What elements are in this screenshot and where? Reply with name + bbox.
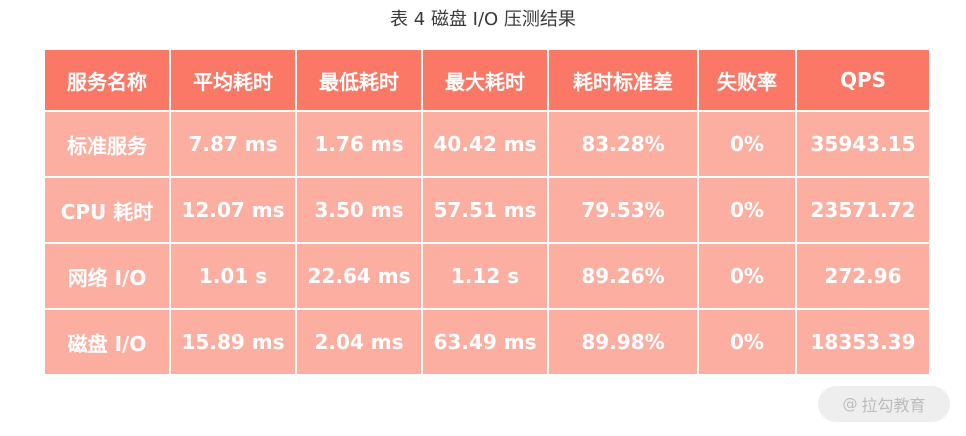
header-row: 服务名称 平均耗时 最低耗时 最大耗时 耗时标准差 失败率 QPS bbox=[45, 50, 929, 110]
cell-min-latency: 3.50 ms bbox=[297, 178, 421, 242]
cell-failure-rate: 0% bbox=[699, 178, 795, 242]
cell-failure-rate: 0% bbox=[699, 244, 795, 308]
cell-max-latency: 63.49 ms bbox=[423, 310, 547, 374]
cell-service-name: 网络 I/O bbox=[45, 244, 169, 308]
table-row: CPU 耗时 12.07 ms 3.50 ms 57.51 ms 79.53% … bbox=[45, 178, 929, 242]
table-row: 磁盘 I/O 15.89 ms 2.04 ms 63.49 ms 89.98% … bbox=[45, 310, 929, 374]
cell-service-name: 标准服务 bbox=[45, 112, 169, 176]
cell-service-name: 磁盘 I/O bbox=[45, 310, 169, 374]
cell-max-latency: 1.12 s bbox=[423, 244, 547, 308]
cell-max-latency: 40.42 ms bbox=[423, 112, 547, 176]
table-row: 标准服务 7.87 ms 1.76 ms 40.42 ms 83.28% 0% … bbox=[45, 112, 929, 176]
cell-qps: 272.96 bbox=[797, 244, 929, 308]
cell-qps: 35943.15 bbox=[797, 112, 929, 176]
table-caption: 表 4 磁盘 I/O 压测结果 bbox=[390, 9, 576, 30]
cell-avg-latency: 15.89 ms bbox=[171, 310, 295, 374]
header-service-name: 服务名称 bbox=[45, 50, 169, 110]
cell-latency-stddev: 79.53% bbox=[549, 178, 697, 242]
cell-latency-stddev: 89.98% bbox=[549, 310, 697, 374]
cell-latency-stddev: 83.28% bbox=[549, 112, 697, 176]
watermark-text: 拉勾教育 bbox=[861, 396, 926, 415]
header-avg-latency: 平均耗时 bbox=[171, 50, 295, 110]
cell-min-latency: 22.64 ms bbox=[297, 244, 421, 308]
cell-max-latency: 57.51 ms bbox=[423, 178, 547, 242]
cell-latency-stddev: 89.26% bbox=[549, 244, 697, 308]
results-table: 服务名称 平均耗时 最低耗时 最大耗时 耗时标准差 失败率 QPS 标准服务 7… bbox=[43, 48, 931, 376]
lagou-watermark: @ 拉勾教育 bbox=[818, 386, 950, 422]
cell-failure-rate: 0% bbox=[699, 310, 795, 374]
header-max-latency: 最大耗时 bbox=[423, 50, 547, 110]
cell-avg-latency: 7.87 ms bbox=[171, 112, 295, 176]
cell-avg-latency: 12.07 ms bbox=[171, 178, 295, 242]
table-row: 网络 I/O 1.01 s 22.64 ms 1.12 s 89.26% 0% … bbox=[45, 244, 929, 308]
cell-qps: 23571.72 bbox=[797, 178, 929, 242]
header-latency-stddev: 耗时标准差 bbox=[549, 50, 697, 110]
cell-qps: 18353.39 bbox=[797, 310, 929, 374]
cell-min-latency: 1.76 ms bbox=[297, 112, 421, 176]
header-min-latency: 最低耗时 bbox=[297, 50, 421, 110]
header-failure-rate: 失败率 bbox=[699, 50, 795, 110]
cell-min-latency: 2.04 ms bbox=[297, 310, 421, 374]
cell-service-name: CPU 耗时 bbox=[45, 178, 169, 242]
header-qps: QPS bbox=[797, 50, 929, 110]
cell-failure-rate: 0% bbox=[699, 112, 795, 176]
cell-avg-latency: 1.01 s bbox=[171, 244, 295, 308]
at-symbol-icon: @ bbox=[842, 395, 858, 413]
